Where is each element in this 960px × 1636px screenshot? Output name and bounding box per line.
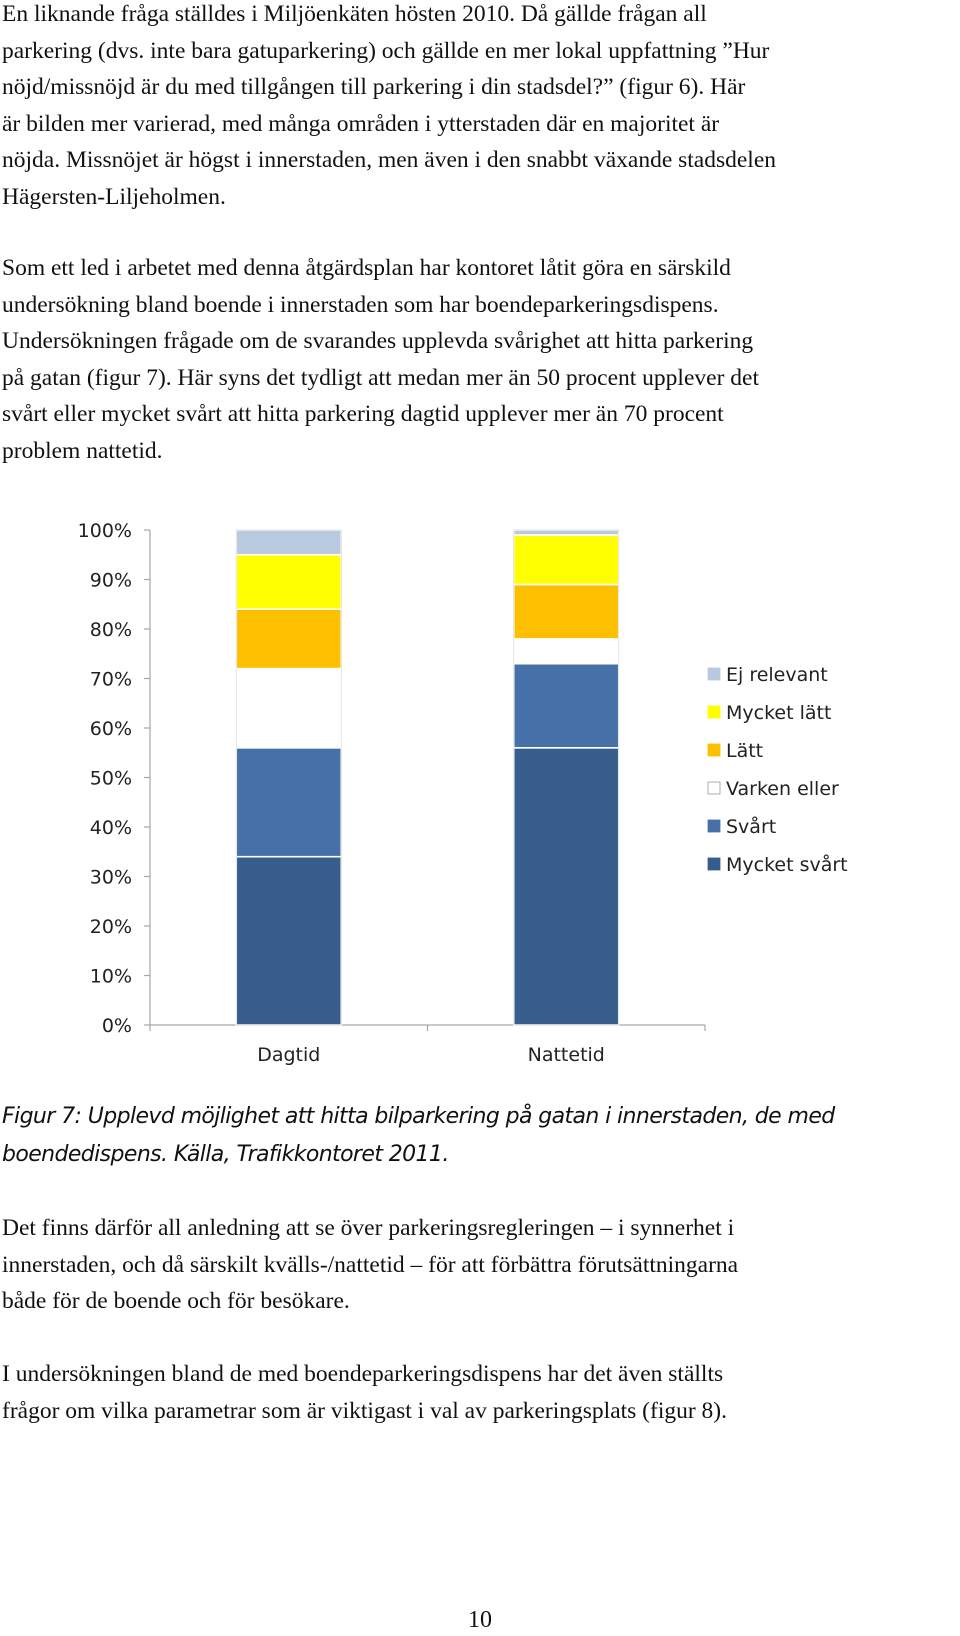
y-tick-label: 90% bbox=[90, 570, 132, 592]
y-tick-label: 0% bbox=[102, 1015, 132, 1037]
bar-outline bbox=[513, 529, 620, 1026]
page-number: 10 bbox=[468, 1607, 492, 1633]
paragraph-intro: En liknande fråga ställdes i Miljöenkäte… bbox=[2, 0, 952, 215]
y-tick-label: 80% bbox=[90, 619, 132, 641]
caption-line: boendedispens. Källa, Trafikkontoret 201… bbox=[2, 1142, 449, 1167]
text-line: på gatan (figur 7). Här syns det tydligt… bbox=[2, 364, 759, 391]
bar-segment bbox=[512, 529, 620, 536]
text-line: svårt eller mycket svårt att hitta parke… bbox=[2, 401, 724, 427]
x-category-label: Dagtid bbox=[257, 1044, 320, 1066]
bar-segment bbox=[235, 608, 343, 670]
legend-swatch bbox=[707, 705, 721, 719]
legend-label: Varken eller bbox=[726, 778, 839, 800]
chart-bars bbox=[235, 529, 620, 1026]
y-tick-label: 30% bbox=[90, 867, 132, 889]
stacked-bar-chart: 0% 10% 20% 30% 40% 50% 60% 70% 80% 90% 100% Dagtid N… bbox=[78, 520, 848, 1066]
text-line: undersökning bland boende i innerstaden … bbox=[2, 291, 719, 318]
bar-segment bbox=[512, 662, 620, 749]
text-line: nöjda. Missnöjet är högst i innerstaden,… bbox=[2, 147, 777, 173]
legend-swatch bbox=[707, 743, 721, 757]
text-line: parkering (dvs. inte bara gatuparkering)… bbox=[2, 37, 770, 64]
bar-segment bbox=[512, 638, 620, 665]
legend-label: Mycket svårt bbox=[726, 853, 848, 876]
bar-segment bbox=[235, 667, 343, 749]
bar-segment bbox=[235, 747, 343, 858]
bar-segment bbox=[512, 583, 620, 640]
bar-outline bbox=[235, 529, 342, 1026]
y-tick-label: 50% bbox=[90, 768, 132, 790]
legend-label: Svårt bbox=[726, 815, 776, 838]
text-line: I undersökningen bland de med boendepark… bbox=[2, 1361, 724, 1387]
legend-swatch bbox=[707, 667, 721, 681]
legend-label: Mycket lätt bbox=[726, 702, 831, 724]
y-tick-label: 70% bbox=[90, 669, 132, 691]
y-tick-label: 40% bbox=[90, 817, 132, 839]
paragraph-parameters: I undersökningen bland de med boendepark… bbox=[2, 1356, 952, 1429]
text-line: Som ett led i arbetet med denna åtgärdsp… bbox=[2, 255, 731, 281]
x-category-label: Nattetid bbox=[528, 1044, 605, 1066]
legend-swatch bbox=[707, 819, 721, 833]
y-tick-label: 60% bbox=[90, 718, 132, 740]
text-line: innerstaden, och då särskilt kvälls-/nat… bbox=[2, 1251, 739, 1278]
y-tick-label: 20% bbox=[90, 916, 132, 938]
text-line: är bilden mer varierad, med många område… bbox=[2, 110, 720, 137]
chart-legend: Ej relevant Mycket lätt Lätt Varken eller Sv… bbox=[707, 664, 848, 876]
text-line: Undersökningen frågade om de svarandes u… bbox=[2, 328, 754, 354]
text-line: problem nattetid. bbox=[2, 437, 163, 464]
bar-segment bbox=[512, 534, 620, 586]
figure-caption: Figur 7: Upplevd möjlighet att hitta bil… bbox=[2, 1098, 952, 1174]
text-line: Det finns därför all anledning att se öv… bbox=[2, 1215, 735, 1241]
paragraph-survey: Som ett led i arbetet med denna åtgärdsp… bbox=[2, 250, 952, 469]
paragraph-conclusion: Det finns därför all anledning att se öv… bbox=[2, 1210, 952, 1320]
chart-axes: 0% 10% 20% 30% 40% 50% 60% 70% 80% 90% 100% Dagtid N… bbox=[78, 520, 706, 1066]
bar-segment bbox=[235, 529, 343, 556]
caption-line: Figur 7: Upplevd möjlighet att hitta bil… bbox=[2, 1104, 835, 1129]
text-line: En liknande fråga ställdes i Miljöenkäte… bbox=[2, 1, 707, 27]
bar-segment bbox=[235, 855, 343, 1026]
legend-label: Ej relevant bbox=[726, 664, 828, 686]
text-line: frågor om vilka parametrar som är viktig… bbox=[2, 1397, 728, 1424]
y-tick-label: 100% bbox=[78, 520, 132, 542]
y-tick-label: 10% bbox=[90, 966, 132, 988]
text-line: både för de boende och för besökare. bbox=[2, 1288, 350, 1314]
legend-swatch bbox=[707, 781, 721, 795]
text-line: nöjd/missnöjd är du med tillgången till … bbox=[2, 74, 746, 100]
bar-segment bbox=[235, 553, 343, 611]
legend-label: Lätt bbox=[726, 740, 763, 762]
text-line: Hägersten-Liljeholmen. bbox=[2, 183, 226, 210]
bar-segment bbox=[512, 747, 620, 1026]
legend-swatch bbox=[707, 857, 721, 871]
